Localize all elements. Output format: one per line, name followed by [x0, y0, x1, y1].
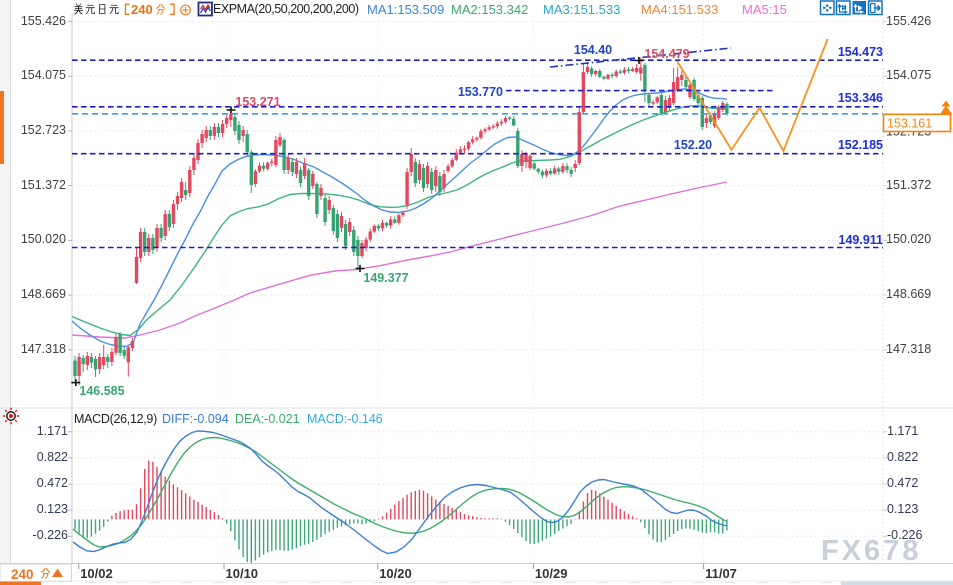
svg-text:153.161: 153.161: [887, 117, 932, 131]
svg-text:FX678: FX678: [821, 535, 921, 567]
